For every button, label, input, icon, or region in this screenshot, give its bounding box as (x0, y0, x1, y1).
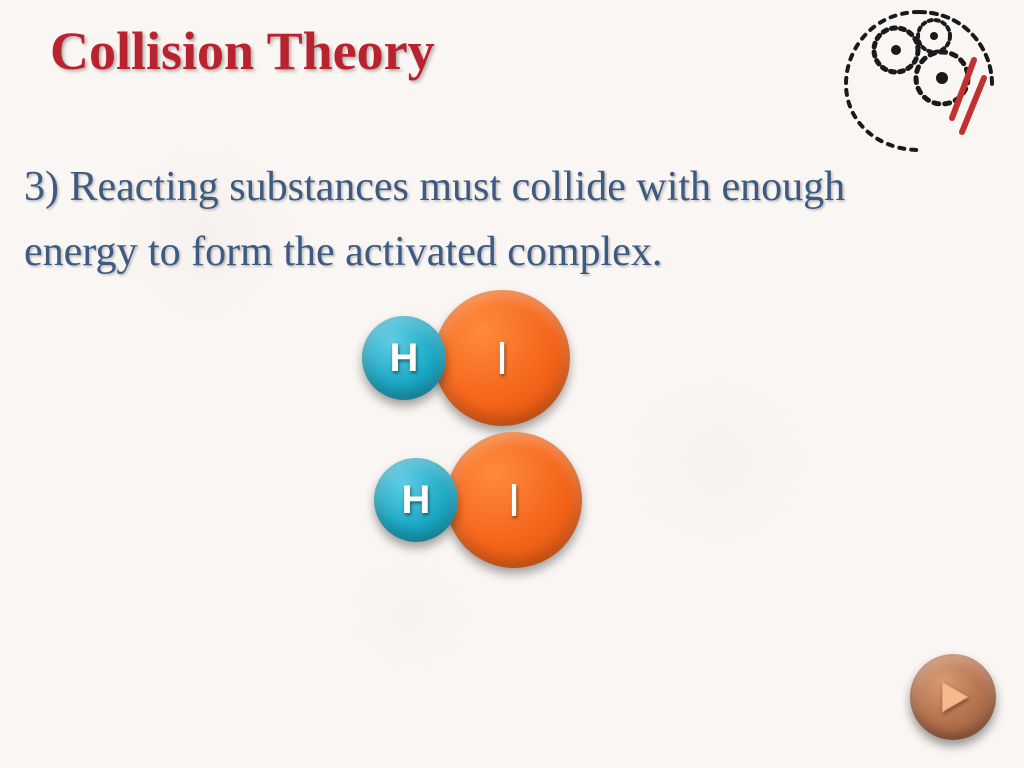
atom-label: I (496, 331, 509, 385)
atom-iodine: I (446, 432, 582, 568)
next-slide-button[interactable] (910, 654, 996, 740)
atom-iodine: I (434, 290, 570, 426)
atom-label: H (402, 478, 431, 523)
play-icon (932, 676, 974, 718)
atom-hydrogen: H (374, 458, 458, 542)
molecule-diagram: I H I H (350, 290, 700, 590)
atom-hydrogen: H (362, 316, 446, 400)
atom-label: I (508, 473, 521, 527)
slide-title: Collision Theory (50, 20, 435, 82)
atom-label: H (390, 336, 419, 381)
corner-logo (834, 0, 1004, 155)
slide-body-text: 3) Reacting substances must collide with… (24, 155, 924, 285)
